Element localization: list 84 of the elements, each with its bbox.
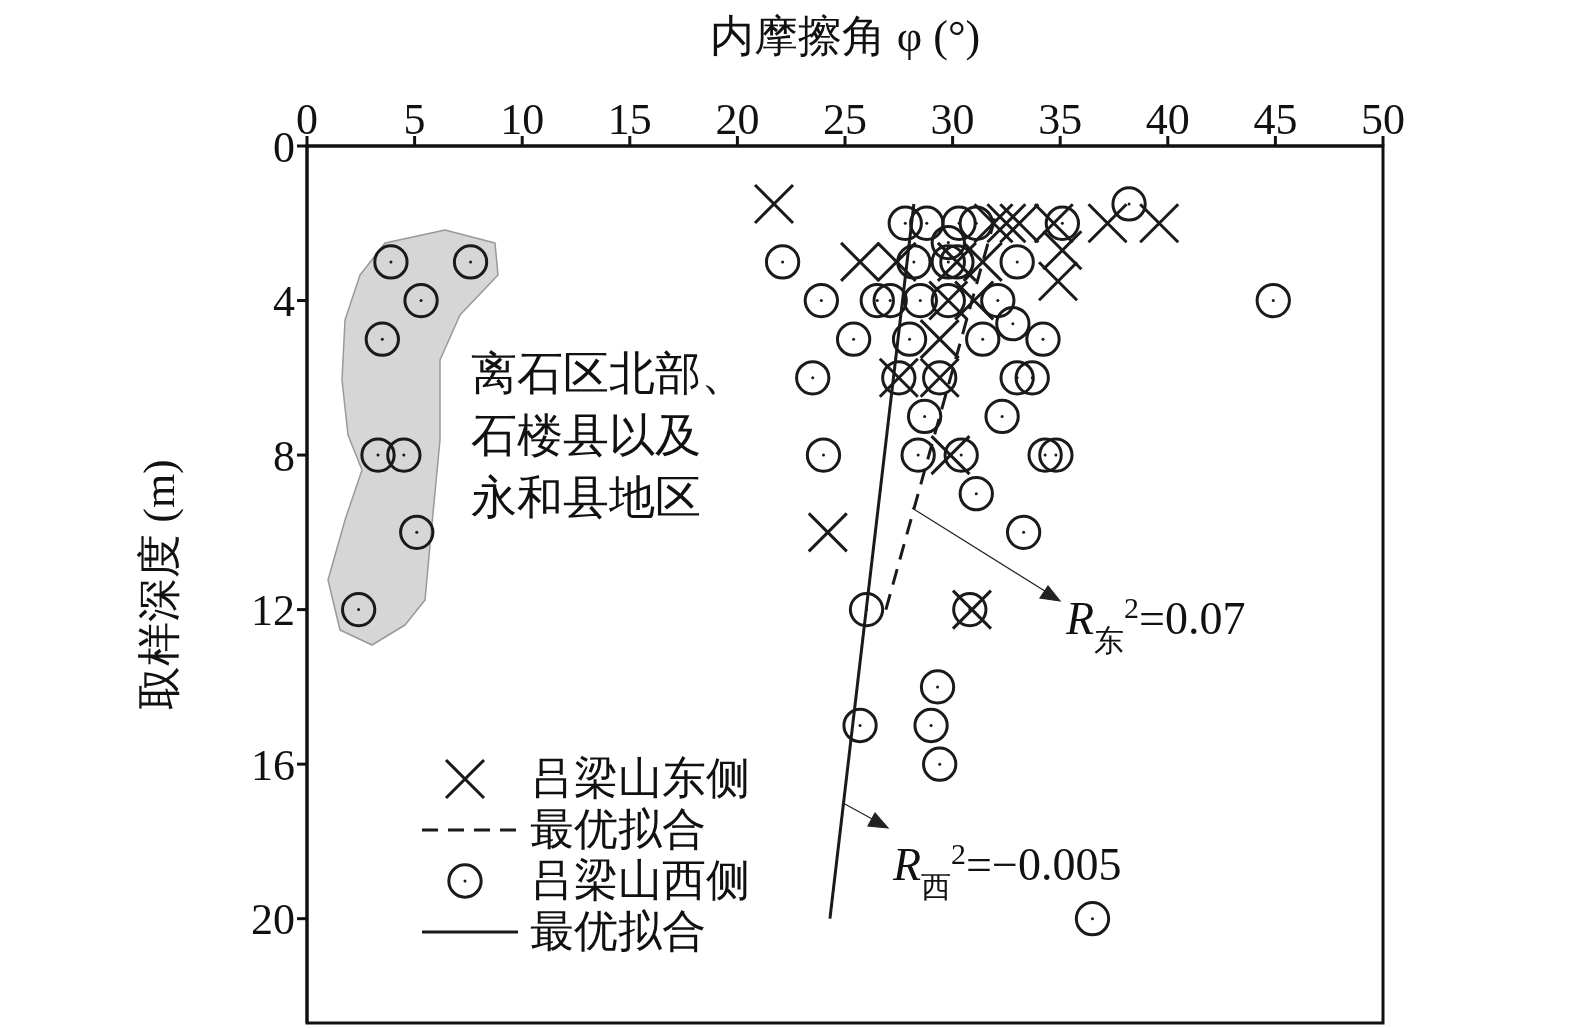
x-tick-label: 40 xyxy=(1145,95,1190,144)
point xyxy=(1255,282,1291,319)
point xyxy=(972,202,1014,244)
y-tick-label: 8 xyxy=(273,431,295,481)
legend-label: 最优拟合 xyxy=(530,907,706,956)
point xyxy=(930,224,966,261)
y-tick-label: 12 xyxy=(251,586,295,636)
x-tick-label: 30 xyxy=(930,95,975,144)
point xyxy=(1138,202,1180,244)
x-tick-label: 5 xyxy=(403,95,426,144)
point xyxy=(999,244,1035,280)
point xyxy=(906,398,943,435)
point xyxy=(913,707,949,744)
point xyxy=(929,434,971,476)
point xyxy=(795,360,831,396)
point xyxy=(805,437,842,473)
point xyxy=(1037,260,1079,302)
x-tick-label: 45 xyxy=(1253,95,1298,144)
point xyxy=(1041,229,1083,271)
point xyxy=(999,360,1035,396)
point xyxy=(958,205,994,241)
point xyxy=(1044,205,1080,241)
point xyxy=(902,282,938,319)
point xyxy=(900,437,936,473)
point xyxy=(958,476,994,512)
legend-label: 吕梁山东侧 xyxy=(530,754,750,803)
point xyxy=(360,437,396,473)
legend-label: 吕梁山西侧 xyxy=(530,856,750,905)
annotation: 离石区北部、石楼县以及永和县地区 xyxy=(471,347,748,525)
point xyxy=(1027,437,1063,473)
point xyxy=(962,241,1004,283)
point xyxy=(984,398,1020,435)
y-tick-label: 20 xyxy=(251,895,295,945)
point xyxy=(953,280,995,322)
point xyxy=(887,205,923,241)
point xyxy=(859,282,895,319)
point xyxy=(891,321,928,357)
x-tick-label: 20 xyxy=(715,95,760,144)
point xyxy=(930,244,966,280)
point xyxy=(943,437,979,473)
point xyxy=(922,746,958,782)
point xyxy=(919,318,961,360)
point xyxy=(1038,437,1074,473)
point xyxy=(764,244,801,280)
point xyxy=(848,591,885,628)
point xyxy=(403,282,439,319)
x-tick-label: 50 xyxy=(1361,95,1405,144)
point xyxy=(1111,186,1147,222)
point xyxy=(842,707,878,744)
point xyxy=(1087,202,1129,244)
point xyxy=(985,202,1027,244)
point xyxy=(835,321,872,357)
point xyxy=(1025,321,1061,357)
point xyxy=(803,282,839,319)
point xyxy=(909,205,945,241)
point xyxy=(386,437,422,473)
point xyxy=(896,244,932,280)
y-axis-title: 取样深度 (m) xyxy=(134,459,184,710)
annotation: R$_{东}$$^{2}$=0.07 xyxy=(1065,590,1246,657)
point xyxy=(980,282,1016,319)
point xyxy=(1005,514,1042,550)
point xyxy=(1074,901,1111,937)
point xyxy=(965,321,1001,357)
point xyxy=(807,511,849,553)
point xyxy=(1014,360,1050,396)
annotation: R$_{西}$$^{2}$=−0.005 xyxy=(892,836,1122,903)
point xyxy=(753,183,795,225)
point xyxy=(364,321,400,357)
point xyxy=(941,205,977,241)
point xyxy=(341,591,377,628)
x-tick-label: 35 xyxy=(1038,95,1083,144)
y-tick-label: 4 xyxy=(273,277,295,327)
x-tick-label: 15 xyxy=(607,95,652,144)
legend-label: 最优拟合 xyxy=(530,805,706,854)
point xyxy=(872,282,908,319)
x-tick-label: 25 xyxy=(823,95,867,144)
x-tick-label: 10 xyxy=(500,95,545,144)
y-tick-label: 16 xyxy=(251,740,295,790)
point xyxy=(373,244,409,280)
x-axis-title: 内摩擦角 φ (°) xyxy=(709,12,981,62)
point xyxy=(452,244,489,280)
point xyxy=(919,669,956,705)
point xyxy=(399,514,435,550)
point xyxy=(995,306,1031,342)
